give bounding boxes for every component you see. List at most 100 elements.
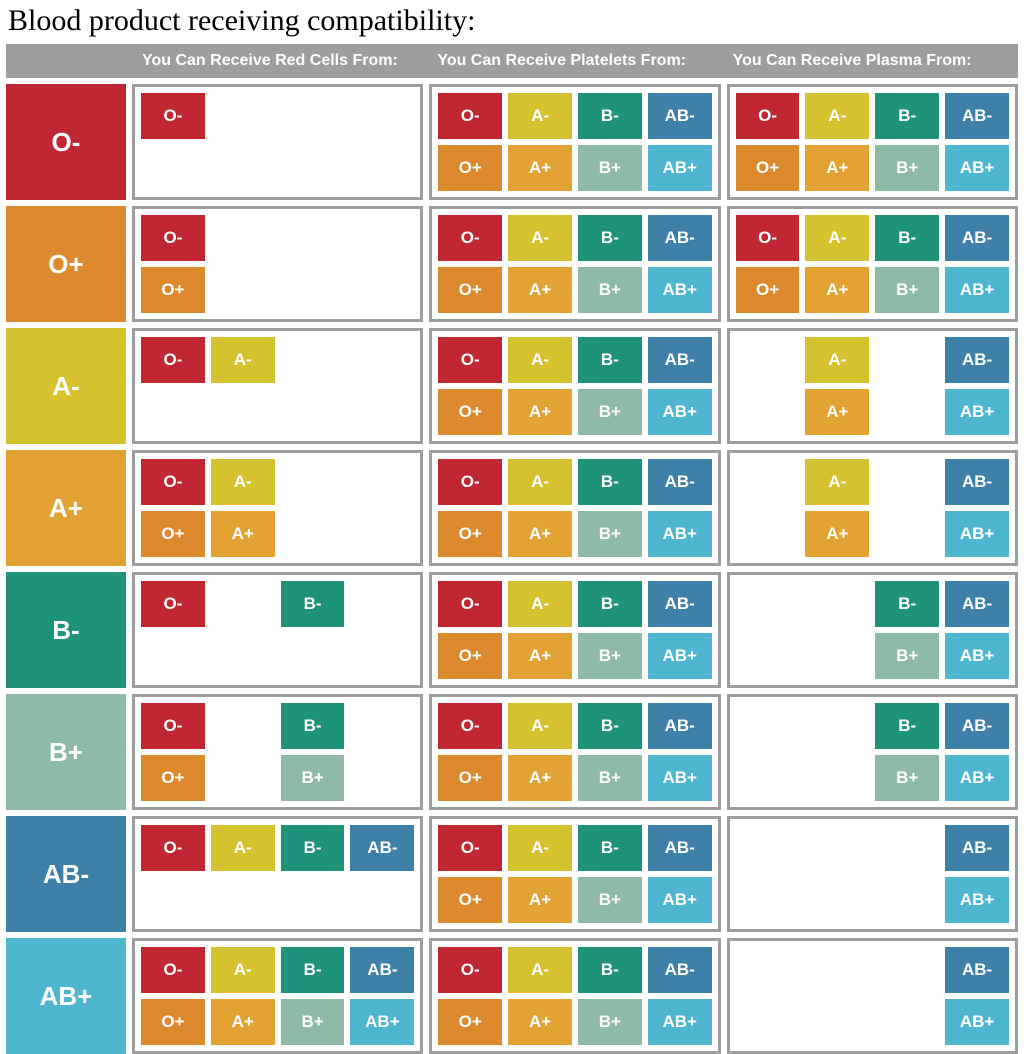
blood-type-chip-ABplus: AB+ <box>945 267 1009 313</box>
blood-type-chip-empty <box>736 703 800 749</box>
blood-type-chip-empty <box>211 93 275 139</box>
blood-type-chip-empty <box>875 999 939 1045</box>
blood-type-chip-Bminus: B- <box>281 581 345 627</box>
blood-type-chip-empty <box>281 337 345 383</box>
cell-platelets: O-A-B-AB- O+A+B+AB+ <box>429 84 720 200</box>
blood-type-chip-ABminus: AB- <box>945 337 1009 383</box>
blood-type-chip-Ominus: O- <box>438 703 502 749</box>
blood-type-chip-Aminus: A- <box>211 337 275 383</box>
blood-type-chip-Bminus: B- <box>578 825 642 871</box>
blood-type-chip-Aplus: A+ <box>508 999 572 1045</box>
blood-type-chip-Aminus: A- <box>508 337 572 383</box>
column-header-bar: You Can Receive Red Cells From: You Can … <box>6 44 1018 78</box>
blood-type-chip-empty <box>875 511 939 557</box>
cell-platelets: O-A-B-AB-O+A+B+AB+ <box>429 328 720 444</box>
blood-type-chip-empty <box>281 389 345 435</box>
blood-type-chip-empty <box>875 877 939 923</box>
chip-row-negative: AB- <box>736 825 1009 871</box>
blood-type-chip-Aplus: A+ <box>805 145 869 191</box>
blood-type-chip-empty <box>211 389 275 435</box>
cell-red-cells: O-B-O+B+ <box>132 694 423 810</box>
blood-type-chip-Bminus: B- <box>875 215 939 261</box>
blood-type-chip-empty <box>211 581 275 627</box>
blood-type-chip-Aplus: A+ <box>508 633 572 679</box>
blood-type-chip-Ominus: O- <box>438 947 502 993</box>
blood-type-chip-empty <box>805 703 869 749</box>
blood-type-chip-empty <box>736 877 800 923</box>
blood-type-chip-Bplus: B+ <box>578 633 642 679</box>
chip-row-positive: A+ AB+ <box>736 389 1009 435</box>
chip-row-positive: O+A+B+AB+ <box>438 145 711 191</box>
chip-row-positive: O+ <box>141 267 414 313</box>
chip-row-negative: O-A-B-AB- <box>438 93 711 139</box>
blood-type-chip-Aminus: A- <box>508 703 572 749</box>
chip-row-positive: B+AB+ <box>736 633 1009 679</box>
blood-type-chip-Aplus: A+ <box>508 877 572 923</box>
blood-type-chip-Ominus: O- <box>736 215 800 261</box>
blood-type-chip-Ominus: O- <box>438 581 502 627</box>
blood-type-chip-Aplus: A+ <box>805 511 869 557</box>
blood-type-chip-empty <box>736 581 800 627</box>
header-platelets: You Can Receive Platelets From: <box>427 52 722 70</box>
blood-type-chip-Aminus: A- <box>508 947 572 993</box>
table-row: O+O-O+O-A-B-AB-O+A+B+AB+O-A-B-AB-O+A+B+A… <box>6 206 1018 322</box>
blood-type-chip-ABplus: AB+ <box>945 389 1009 435</box>
blood-type-chip-Bplus: B+ <box>578 145 642 191</box>
blood-type-chip-Bplus: B+ <box>578 511 642 557</box>
chip-row-negative: O-A-B-AB- <box>438 703 711 749</box>
row-label-ABminus: AB- <box>6 816 126 932</box>
blood-type-chip-empty <box>805 999 869 1045</box>
cell-platelets: O-A-B-AB-O+A+B+AB+ <box>429 206 720 322</box>
chip-row-positive <box>141 145 414 191</box>
blood-type-chip-empty <box>141 633 205 679</box>
blood-type-chip-Ominus: O- <box>141 337 205 383</box>
blood-type-chip-empty <box>805 947 869 993</box>
compatibility-table: O-O-O-A-B-AB-O+A+B+AB+O-A-B-AB-O+A+B+AB+… <box>0 84 1024 1054</box>
blood-type-chip-Aminus: A- <box>508 215 572 261</box>
chip-row-negative: AB- <box>736 947 1009 993</box>
blood-type-chip-Aminus: A- <box>508 93 572 139</box>
chip-row-positive: O+A+B+AB+ <box>438 877 711 923</box>
blood-type-chip-empty <box>736 511 800 557</box>
blood-type-chip-Oplus: O+ <box>438 999 502 1045</box>
blood-type-chip-empty <box>211 633 275 679</box>
blood-type-chip-empty <box>875 337 939 383</box>
blood-type-chip-Bplus: B+ <box>281 999 345 1045</box>
blood-type-chip-Oplus: O+ <box>438 511 502 557</box>
blood-type-chip-empty <box>141 389 205 435</box>
blood-type-chip-Bplus: B+ <box>875 755 939 801</box>
blood-type-chip-Bplus: B+ <box>281 755 345 801</box>
blood-type-chip-Aplus: A+ <box>508 267 572 313</box>
chip-row-negative: O-A-B-AB- <box>438 825 711 871</box>
blood-type-chip-Ominus: O- <box>141 215 205 261</box>
chip-row-negative: O-A-B-AB- <box>736 215 1009 261</box>
cell-plasma: AB- AB+ <box>727 816 1018 932</box>
blood-type-chip-empty <box>211 755 275 801</box>
blood-type-chip-ABminus: AB- <box>648 947 712 993</box>
blood-type-chip-Oplus: O+ <box>438 267 502 313</box>
chip-row-negative: O-A-B-AB- <box>736 93 1009 139</box>
blood-type-chip-ABminus: AB- <box>945 703 1009 749</box>
blood-type-chip-empty <box>350 511 414 557</box>
blood-type-chip-ABminus: AB- <box>648 825 712 871</box>
blood-type-chip-ABminus: AB- <box>648 581 712 627</box>
cell-plasma: B-AB-B+AB+ <box>727 694 1018 810</box>
chip-row-negative: O-A-B-AB- <box>141 825 414 871</box>
blood-type-chip-Aminus: A- <box>805 215 869 261</box>
blood-type-chip-empty <box>875 389 939 435</box>
blood-type-chip-Ominus: O- <box>141 581 205 627</box>
blood-type-chip-Aplus: A+ <box>508 511 572 557</box>
table-row: O-O-O-A-B-AB-O+A+B+AB+O-A-B-AB-O+A+B+AB+ <box>6 84 1018 200</box>
blood-type-chip-Aplus: A+ <box>805 389 869 435</box>
blood-type-chip-empty <box>141 145 205 191</box>
blood-type-chip-ABplus: AB+ <box>648 877 712 923</box>
blood-type-chip-empty <box>350 633 414 679</box>
blood-type-chip-Aminus: A- <box>508 459 572 505</box>
blood-type-chip-Bminus: B- <box>578 581 642 627</box>
cell-platelets: O-A-B-AB- O+A+B+AB+ <box>429 816 720 932</box>
blood-type-chip-empty <box>350 93 414 139</box>
blood-type-chip-ABplus: AB+ <box>945 877 1009 923</box>
blood-type-chip-empty <box>350 145 414 191</box>
header-spacer <box>6 52 132 70</box>
blood-type-chip-ABminus: AB- <box>648 459 712 505</box>
